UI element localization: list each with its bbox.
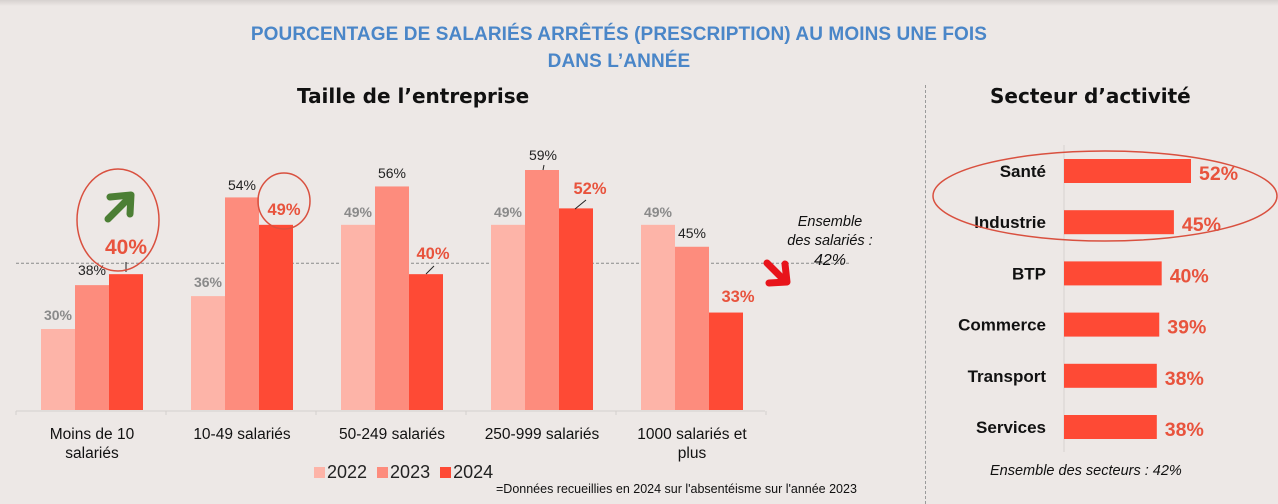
reference-label-line1: Ensemble: [797, 214, 863, 230]
category-label: 1000 salariés et: [637, 426, 747, 443]
highlight-circle: [76, 168, 160, 272]
category-label: 250-999 salariés: [485, 426, 600, 443]
data-label-2024: 49%: [267, 201, 300, 219]
sector-label: Santé: [1000, 162, 1046, 181]
reference-label-value: 42%: [813, 252, 847, 269]
sector-label: BTP: [1012, 264, 1046, 283]
sector-value-label: 39%: [1167, 317, 1206, 339]
bar-2022: [491, 224, 525, 410]
data-label-2024: 33%: [721, 288, 754, 306]
data-label-2024: 52%: [573, 180, 606, 198]
sector-label: Services: [976, 418, 1046, 437]
highlight-circle: [257, 172, 311, 230]
bar-2024: [109, 274, 143, 410]
leader-line: [574, 199, 587, 210]
category-label: plus: [678, 445, 707, 462]
category-label: 50-249 salariés: [339, 426, 445, 443]
bar-2022: [641, 224, 675, 410]
bar-2023: [675, 246, 709, 410]
sector-bar: [1064, 159, 1191, 183]
data-label-2022: 36%: [194, 274, 223, 290]
chart-title-line2: DANS L’ANNÉE: [547, 51, 691, 72]
sector-bar: [1064, 363, 1157, 388]
sector-value-label: 40%: [1170, 265, 1209, 287]
data-label-2024: 40%: [105, 236, 147, 259]
sector-label: Commerce: [958, 316, 1046, 335]
sector-highlight-ellipse: [932, 150, 1278, 242]
sector-value-label: 38%: [1165, 368, 1204, 390]
bar-2024: [559, 208, 593, 410]
bar-2024: [259, 224, 293, 410]
legend-swatch-2024: [440, 467, 452, 478]
sector-bar: [1064, 261, 1162, 286]
sector-bar: [1064, 415, 1157, 439]
chart-title-line1: POURCENTAGE DE SALARIÉS ARRÊTÉS (PRESCRI…: [250, 24, 988, 45]
sector-value-label: 38%: [1165, 419, 1204, 441]
bar-2022: [341, 224, 375, 410]
reference-label-line2: des salariés :: [787, 233, 873, 249]
bar-2023: [375, 186, 409, 410]
leader-line: [542, 164, 545, 171]
sector-label: Transport: [968, 367, 1047, 386]
legend-swatch-2022: [314, 467, 325, 478]
reference-label: Ensemble des salariés : 42%: [780, 213, 880, 270]
bar-2024: [409, 274, 443, 410]
sector-bar: [1064, 210, 1174, 235]
data-label-2022: 49%: [494, 204, 523, 220]
bar-2024: [709, 312, 743, 410]
sector-label: Industrie: [974, 213, 1046, 232]
legend-label-2024: 2024: [453, 462, 494, 482]
bar-2023: [225, 197, 259, 410]
section-divider: [925, 85, 926, 504]
data-label-2023: 59%: [529, 147, 557, 163]
arrow-down-icon-head: [765, 260, 791, 287]
category-label: Moins de 10: [50, 426, 135, 443]
subtitle-sector: Secteur d’activité: [990, 84, 1191, 108]
bar-2023: [75, 285, 109, 410]
sector-reference-label: Ensemble des secteurs : 42%: [990, 463, 1182, 479]
data-label-2023: 38%: [78, 262, 106, 278]
data-label-2022: 30%: [44, 307, 73, 323]
arrow-up-icon-head: [106, 191, 135, 218]
legend: 2022 2023 2024: [314, 462, 493, 483]
data-label-2023: 45%: [678, 225, 706, 241]
legend-item-2024: 2024: [440, 462, 493, 483]
data-label-2023: 54%: [228, 177, 256, 193]
top-shadow: [0, 0, 1278, 6]
legend-item-2023: 2023: [377, 462, 430, 483]
bar-2023: [525, 170, 559, 410]
legend-label-2023: 2023: [390, 462, 431, 482]
category-label: salariés: [65, 445, 119, 462]
data-label-2024: 40%: [416, 245, 449, 263]
leader-line: [425, 265, 435, 275]
data-label-2022: 49%: [644, 204, 673, 220]
legend-label-2022: 2022: [327, 462, 368, 482]
bar-2022: [41, 329, 75, 410]
bar-2022: [191, 296, 225, 410]
data-label-2023: 56%: [378, 165, 406, 181]
sector-bar: [1064, 312, 1160, 337]
legend-swatch-2023: [377, 467, 389, 478]
category-label: 10-49 salariés: [193, 426, 291, 443]
arrow-up-icon: [104, 195, 132, 223]
subtitle-company-size: Taille de l’entreprise: [297, 84, 530, 108]
data-label-2022: 49%: [344, 204, 373, 220]
arrow-down-icon: [763, 259, 788, 284]
sector-value-label: 52%: [1199, 163, 1238, 185]
footnote: =Données recueillies en 2024 sur l'absen…: [496, 482, 857, 496]
legend-item-2022: 2022: [314, 462, 367, 483]
